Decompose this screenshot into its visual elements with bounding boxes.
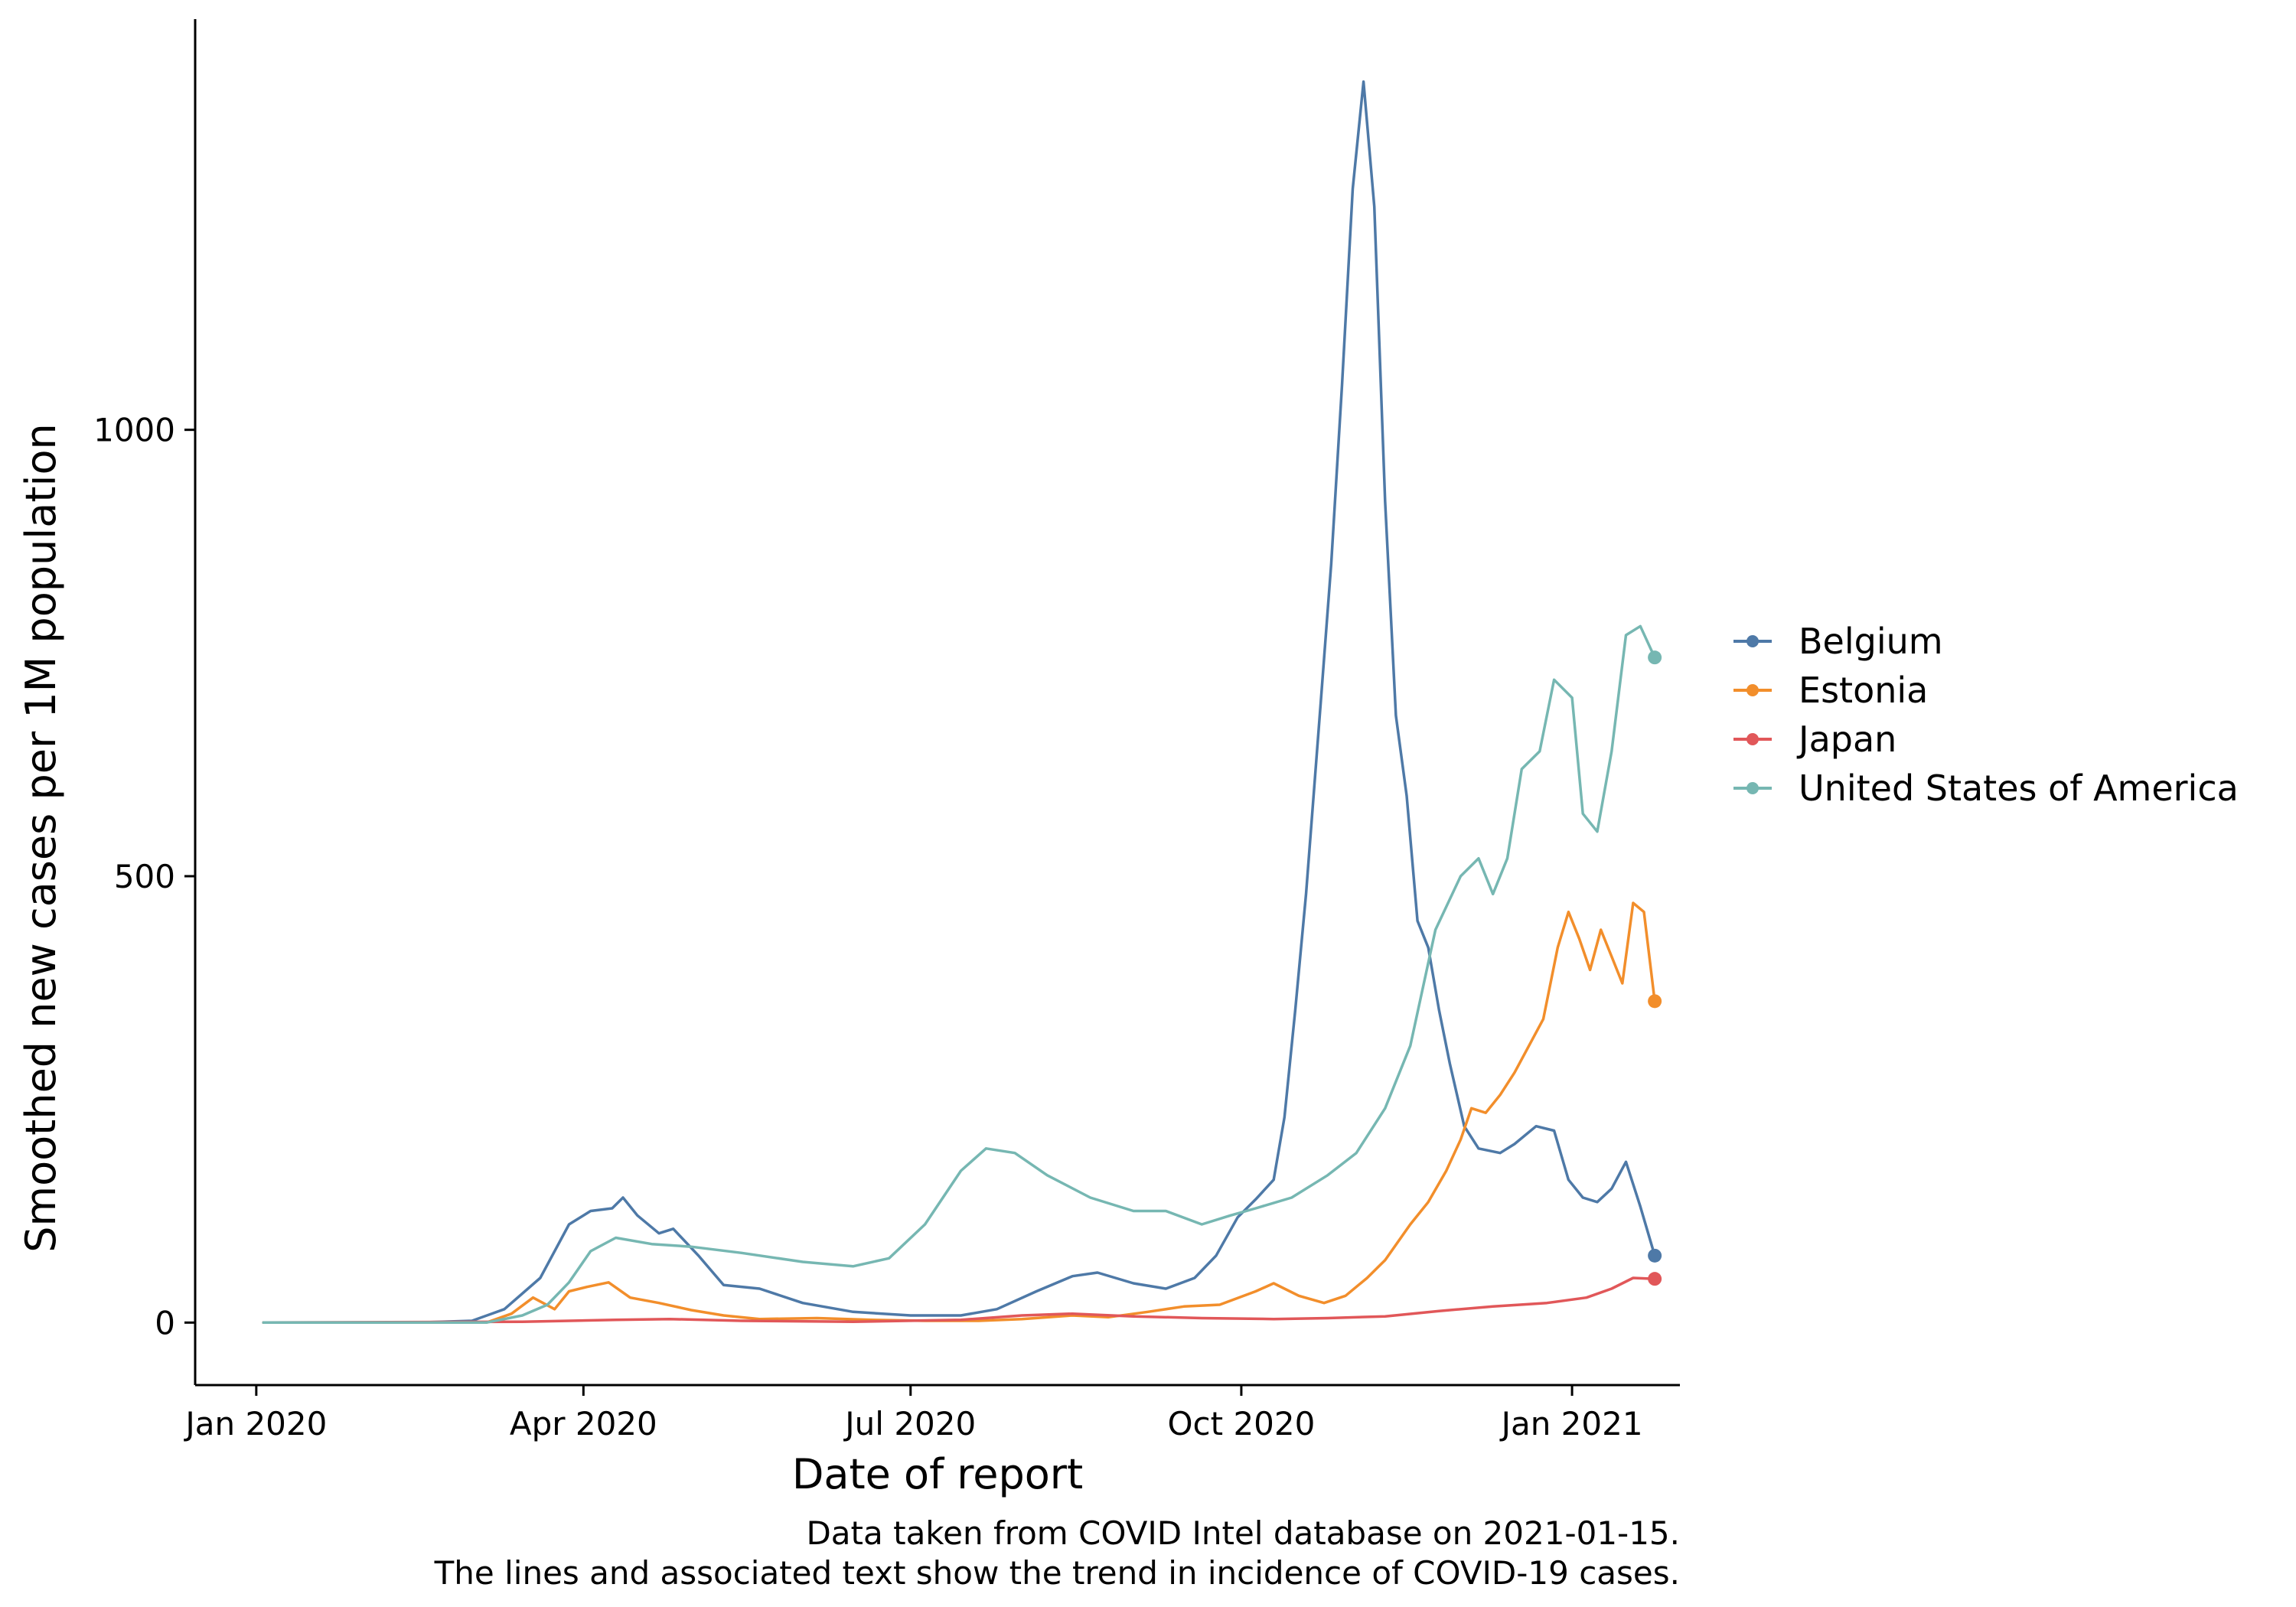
legend-marker — [1746, 733, 1759, 745]
x-axis-title: Date of report — [792, 1450, 1083, 1498]
legend-label: Estonia — [1799, 670, 1928, 711]
caption-line-1: Data taken from COVID Intel database on … — [806, 1514, 1680, 1552]
y-axis-ticks: 0 500 1000 — [93, 412, 195, 1341]
series-endpoint — [1648, 1272, 1662, 1286]
series-endpoint — [1648, 1248, 1662, 1263]
legend-marker — [1746, 635, 1759, 647]
legend-label: Japan — [1796, 719, 1896, 760]
x-tick-label: Jan 2021 — [1499, 1405, 1643, 1442]
legend-marker — [1746, 684, 1759, 696]
legend-label: Belgium — [1799, 621, 1943, 662]
series-line — [262, 1276, 1656, 1325]
series-lines — [262, 80, 1656, 1325]
y-tick-label: 0 — [155, 1304, 175, 1341]
series-line — [262, 624, 1656, 1325]
y-axis-title: Smoothed new cases per 1M population — [17, 423, 65, 1253]
x-axis-ticks: Jan 2020 Apr 2020 Jul 2020 Oct 2020 Jan 2021 — [183, 1385, 1643, 1442]
x-tick-label: Jan 2020 — [183, 1405, 327, 1442]
x-tick-label: Oct 2020 — [1167, 1405, 1315, 1442]
series-endpoint — [1648, 650, 1662, 665]
series-line — [262, 80, 1656, 1325]
series-endpoint — [1648, 994, 1662, 1009]
x-tick-label: Jul 2020 — [843, 1405, 976, 1442]
legend-label: United States of America — [1799, 768, 2239, 809]
y-tick-label: 1000 — [93, 412, 175, 449]
axes — [194, 19, 1680, 1387]
legend: Belgium Estonia Japan United States of Amer… — [1733, 621, 2239, 809]
y-tick-label: 500 — [114, 858, 175, 895]
series-line — [262, 901, 1656, 1325]
x-tick-label: Apr 2020 — [510, 1405, 657, 1442]
caption-line-2: The lines and associated text show the t… — [434, 1554, 1680, 1592]
legend-marker — [1746, 782, 1759, 794]
series-endpoints — [1648, 650, 1662, 1286]
